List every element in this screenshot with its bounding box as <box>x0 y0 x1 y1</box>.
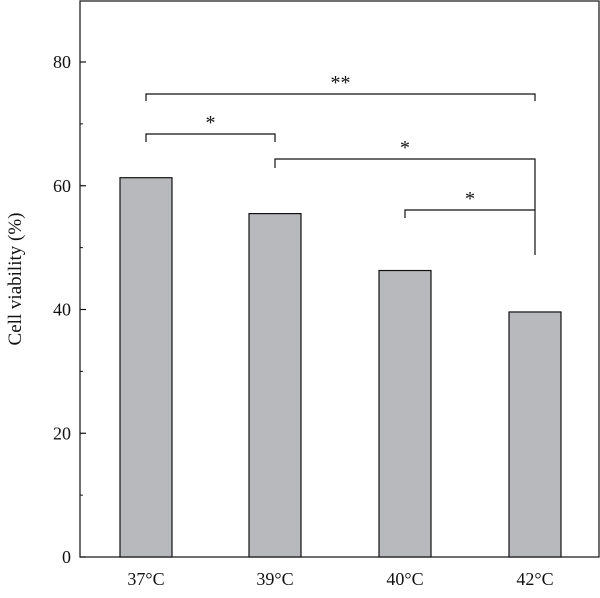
y-axis-label: Cell viability (%) <box>5 213 26 346</box>
y-tick-label: 80 <box>53 52 71 72</box>
plot-frame <box>79 0 600 558</box>
x-axis: 37°C 39°C 40°C 42°C <box>127 551 554 589</box>
significance-label: * <box>400 137 410 159</box>
x-tick-label: 39°C <box>256 569 293 589</box>
significance-bracket: * <box>274 137 536 255</box>
bracket-line <box>274 158 536 255</box>
significance-label: * <box>465 188 475 210</box>
y-tick-label: 60 <box>53 176 71 196</box>
bar-42C <box>508 311 562 558</box>
bracket-line <box>145 133 276 142</box>
x-tick-label: 37°C <box>127 569 164 589</box>
significance-label: ** <box>331 72 351 94</box>
y-axis: 0 20 40 60 80 <box>53 52 86 567</box>
bar-39C <box>248 212 302 558</box>
bar-40C <box>378 269 432 558</box>
x-tick-label: 40°C <box>386 569 423 589</box>
x-tick-label: 42°C <box>516 569 553 589</box>
significance-label: * <box>206 112 216 134</box>
y-tick-label: 40 <box>53 300 71 320</box>
bracket-line <box>145 93 536 101</box>
bar-series <box>119 177 562 558</box>
significance-brackets: ***** <box>145 72 536 255</box>
significance-bracket: * <box>145 112 276 142</box>
y-tick-label: 0 <box>62 547 71 567</box>
significance-bracket: * <box>404 188 535 218</box>
y-tick-label: 20 <box>53 423 71 443</box>
bracket-line <box>404 209 535 218</box>
bar-37C <box>119 177 173 558</box>
significance-bracket: ** <box>145 72 536 101</box>
